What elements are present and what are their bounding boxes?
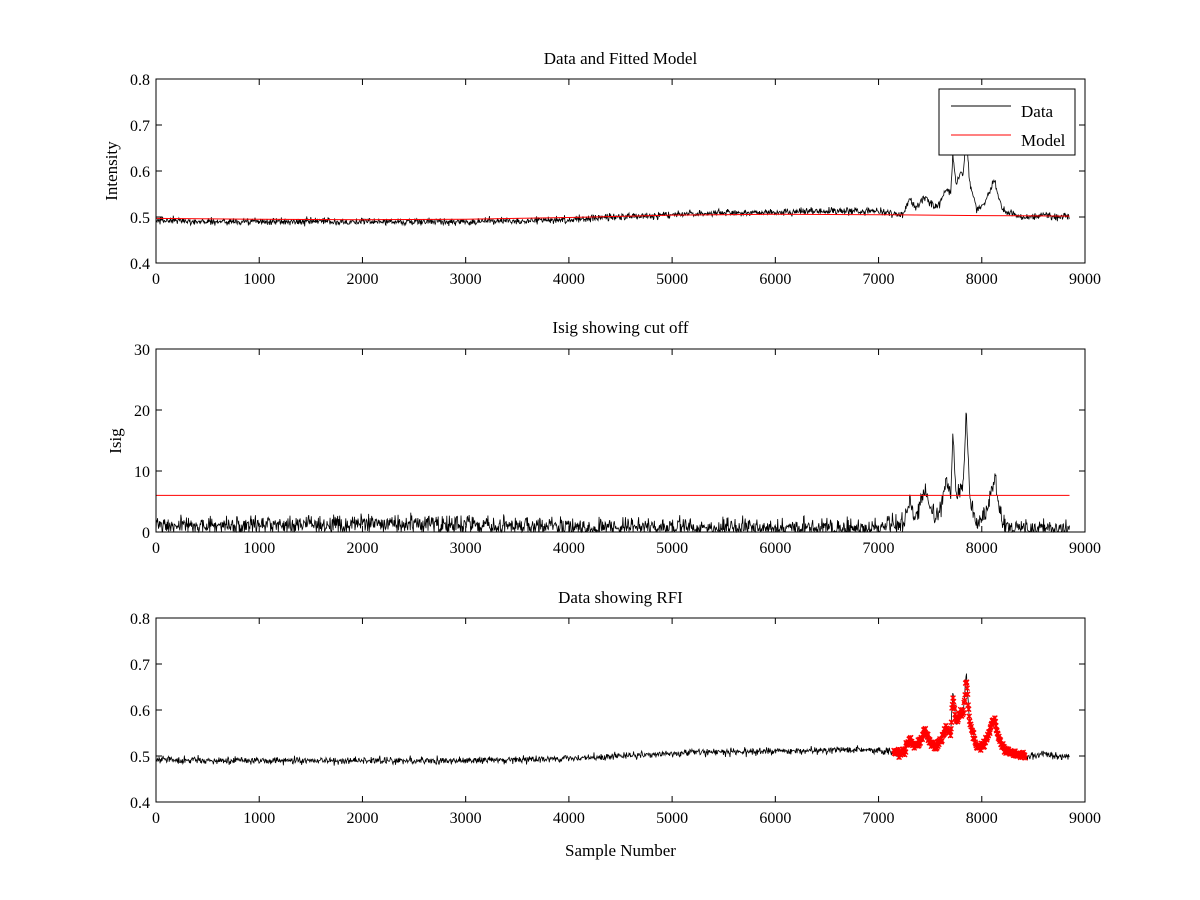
legend: Data Model xyxy=(938,88,1076,156)
panel-2-series-0-line xyxy=(155,412,1070,534)
panel-2-xtick-label: 3000 xyxy=(450,540,482,557)
panel-rfi: Data showing RFI 0 1000 2000 3000 4000 5000 60… xyxy=(130,588,1101,860)
panel-1-series xyxy=(155,136,1070,227)
panel-3-frame xyxy=(155,617,1086,803)
panel-1-ytick-label: 0.7 xyxy=(130,118,150,135)
panel-3-xtick-label: 6000 xyxy=(759,810,791,827)
panel-3-xtick-label: 7000 xyxy=(863,810,895,827)
panel-3-rfi-marker xyxy=(948,719,955,726)
panel-3-xlabel: Sample Number xyxy=(565,841,676,860)
panel-3-rfi-marker xyxy=(922,725,929,732)
panel-1-ytick-label: 0.6 xyxy=(130,164,150,181)
panel-3-axes: 0 1000 2000 3000 4000 5000 6000 7000 8000 9000 0.4… xyxy=(130,611,1101,827)
panel-3-rfi-marker xyxy=(966,713,973,720)
legend-box xyxy=(938,88,1076,156)
panel-2-xtick-label: 6000 xyxy=(759,540,791,557)
panel-3-ytick-label: 0.4 xyxy=(130,795,150,812)
panel-3-rfi-marker xyxy=(960,710,967,716)
panel-2-frame xyxy=(155,348,1086,533)
panel-1-xtick-label: 2000 xyxy=(346,271,378,288)
panel-2-ytick-label: 20 xyxy=(134,403,150,420)
panel-2-ytick-label: 30 xyxy=(134,342,150,359)
panel-1-xtick-label: 7000 xyxy=(863,271,895,288)
panel-1-ytick-label: 0.8 xyxy=(130,72,150,89)
panel-3-title: Data showing RFI xyxy=(558,588,683,607)
panel-isig: Isig showing cut off 0 1000 2000 3000 4000 50… xyxy=(106,318,1101,557)
panel-1-ytick-label: 0.5 xyxy=(130,210,150,227)
panel-3-ytick-label: 0.5 xyxy=(130,749,150,766)
panel-2-series xyxy=(155,412,1070,534)
panel-3-rfi-marker xyxy=(951,705,958,712)
panel-3-rfi-marker xyxy=(1022,755,1029,761)
panel-2-xtick-label: 0 xyxy=(152,540,160,557)
panel-3-rfi-marker xyxy=(919,736,926,743)
panel-1-xtick-label: 6000 xyxy=(759,271,791,288)
panel-1-axes: 0 1000 2000 3000 4000 5000 6000 7000 8000 9000 0.4… xyxy=(130,72,1101,288)
panel-1-frame xyxy=(155,78,1086,264)
panel-1-ylabel: Intensity xyxy=(102,141,121,201)
panel-2-xtick-label: 5000 xyxy=(656,540,688,557)
panel-1-xtick-label: 9000 xyxy=(1069,271,1101,288)
panel-3-ytick-label: 0.7 xyxy=(130,657,150,674)
panel-3-rfi-marker xyxy=(924,731,931,738)
panel-2-ytick-label: 10 xyxy=(134,464,150,481)
legend-entry-data: Data xyxy=(1021,102,1054,121)
panel-3-series xyxy=(155,673,1070,766)
panel-3-xtick-label: 0 xyxy=(152,810,160,827)
panel-2-xtick-label: 1000 xyxy=(243,540,275,557)
panel-3-rfi-marker xyxy=(981,743,988,750)
panel-3-rfi-marker xyxy=(986,730,993,737)
panel-1-title: Data and Fitted Model xyxy=(544,49,698,68)
panel-3-xtick-label: 3000 xyxy=(450,810,482,827)
panel-3-xtick-label: 4000 xyxy=(553,810,585,827)
panel-1-xtick-label: 8000 xyxy=(966,271,998,288)
panel-2-xtick-label: 4000 xyxy=(553,540,585,557)
panel-3-xtick-label: 9000 xyxy=(1069,810,1101,827)
panel-3-rfi-marker xyxy=(963,679,970,686)
panel-3-rfi-marker xyxy=(964,691,971,698)
panel-3-ytick-label: 0.8 xyxy=(130,611,150,628)
panel-3-rfi-marker xyxy=(948,725,954,732)
panel-1-series-1-line xyxy=(155,213,1070,221)
panel-2-ytick-label: 0 xyxy=(142,525,150,542)
panel-2-xtick-label: 8000 xyxy=(966,540,998,557)
panel-3-rfi-marker xyxy=(902,749,909,755)
panel-3-xtick-label: 1000 xyxy=(243,810,275,827)
panel-2-xtick-label: 7000 xyxy=(863,540,895,557)
panel-3-rfi-marker xyxy=(970,730,977,736)
panel-1-xtick-label: 0 xyxy=(152,271,160,288)
panel-data-and-model: Data and Fitted Model 0 1000 2000 3000 4000 5… xyxy=(102,49,1101,288)
panel-3-rfi-marker xyxy=(950,698,957,705)
panel-2-xtick-label: 2000 xyxy=(346,540,378,557)
panel-2-title: Isig showing cut off xyxy=(552,318,688,337)
panel-3-xtick-label: 5000 xyxy=(656,810,688,827)
panel-1-series-0-line xyxy=(155,136,1070,227)
panel-1-ytick-label: 0.4 xyxy=(130,256,150,273)
panel-3-rfi-marker xyxy=(964,685,971,692)
panel-3-xtick-label: 8000 xyxy=(966,810,998,827)
legend-entry-model: Model xyxy=(1021,131,1066,150)
panel-3-rfi-marker xyxy=(961,697,968,704)
panel-3-rfi-marker xyxy=(965,706,972,713)
panel-1-xtick-label: 5000 xyxy=(656,271,688,288)
panel-1-xtick-label: 1000 xyxy=(243,271,275,288)
panel-2-ylabel: Isig xyxy=(106,428,125,454)
panel-3-ytick-label: 0.6 xyxy=(130,703,150,720)
panel-3-xtick-label: 2000 xyxy=(346,810,378,827)
panel-3-rfi-marker xyxy=(939,737,945,744)
panel-2-xtick-label: 9000 xyxy=(1069,540,1101,557)
panel-3-rfi-marker xyxy=(947,732,954,739)
panel-1-xtick-label: 3000 xyxy=(450,271,482,288)
panel-1-xtick-label: 4000 xyxy=(553,271,585,288)
